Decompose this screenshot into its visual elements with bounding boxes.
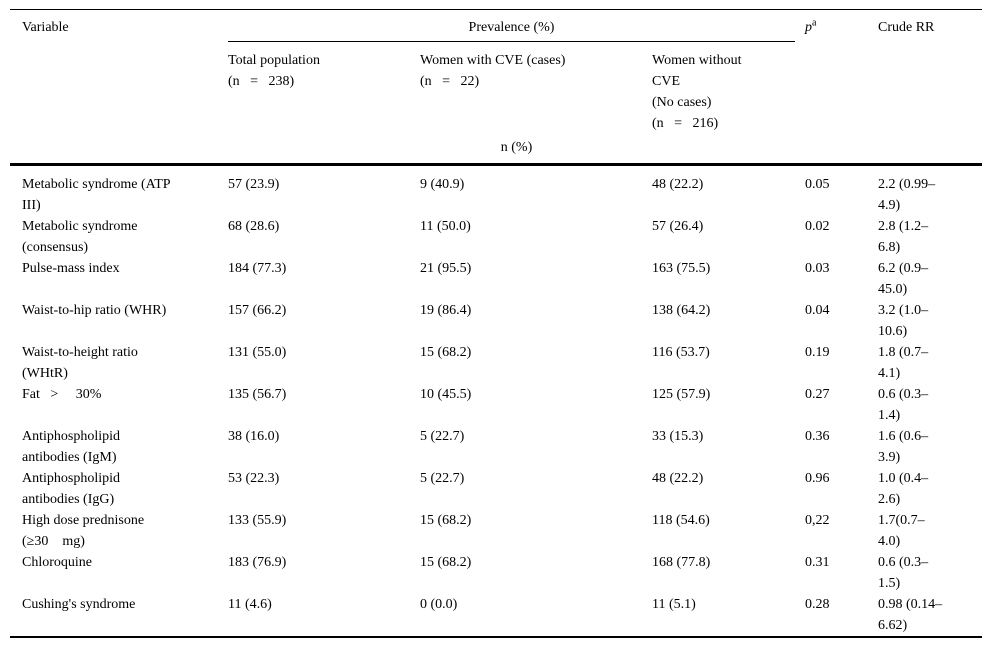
crude-rr-cell: 0.6 (0.3– 1.5) [878, 555, 929, 591]
cases-cell: 5 (22.7) [420, 429, 465, 444]
no-cases-cell: 116 (53.7) [652, 345, 710, 360]
total-cell: 11 (4.6) [228, 597, 272, 612]
crude-rr-cell: 2.8 (1.2– 6.8) [878, 219, 929, 255]
variable-cell: Metabolic syndrome (consensus) [22, 219, 138, 255]
table-row: Metabolic syndrome (ATP III) 57 (23.9) 9… [10, 165, 982, 217]
p-value-cell: 0.27 [805, 387, 830, 402]
variable-cell: Metabolic syndrome (ATP III) [22, 177, 171, 213]
cases-cell: 19 (86.4) [420, 303, 472, 318]
total-cell: 133 (55.9) [228, 513, 287, 528]
prevalence-group-label: Prevalence (%) [228, 10, 795, 42]
crude-rr-cell: 0.98 (0.14– 6.62) [878, 597, 943, 633]
no-cases-cell: 163 (75.5) [652, 261, 711, 276]
p-value-cell: 0.28 [805, 597, 830, 612]
variable-cell: Fat > 30% [22, 387, 102, 402]
table-row: High dose prednisone (≥30 mg) 133 (55.9)… [10, 510, 982, 552]
header-row-1: Variable Prevalence (%) pa Crude RR [10, 10, 982, 42]
cases-cell: 21 (95.5) [420, 261, 472, 276]
cases-cell: 15 (68.2) [420, 345, 472, 360]
variable-cell: Antiphospholipid antibodies (IgM) [22, 429, 121, 465]
total-cell: 184 (77.3) [228, 261, 287, 276]
prevalence-table: Variable Prevalence (%) pa Crude RR Tota… [10, 9, 982, 638]
variable-cell: Cushing's syndrome [22, 597, 136, 612]
cases-cell: 15 (68.2) [420, 513, 472, 528]
no-cases-cell: 138 (64.2) [652, 303, 711, 318]
column-header-p: pa [805, 10, 878, 165]
total-cell: 183 (76.9) [228, 555, 287, 570]
no-cases-cell: 168 (77.8) [652, 555, 711, 570]
total-cell: 53 (22.3) [228, 471, 280, 486]
variable-cell: High dose prednisone (≥30 mg) [22, 513, 145, 549]
total-cell: 57 (23.9) [228, 177, 280, 192]
p-value-cell: 0.31 [805, 555, 830, 570]
variable-cell: Chloroquine [22, 555, 92, 570]
table-header: Variable Prevalence (%) pa Crude RR Tota… [10, 10, 982, 165]
column-header-women-with-cve: Women with CVE (cases) (n = 22) [420, 53, 566, 89]
column-header-women-without-cve: Women without CVE (No cases) (n = 216) [652, 53, 742, 131]
total-cell: 157 (66.2) [228, 303, 287, 318]
crude-rr-cell: 1.6 (0.6– 3.9) [878, 429, 929, 465]
crude-rr-cell: 6.2 (0.9– 45.0) [878, 261, 929, 297]
column-header-crude-rr: Crude RR [878, 20, 935, 35]
table-row: Chloroquine 183 (76.9) 15 (68.2) 168 (77… [10, 552, 982, 594]
cases-cell: 9 (40.9) [420, 177, 465, 192]
crude-rr-cell: 1.0 (0.4– 2.6) [878, 471, 929, 507]
p-value-cell: 0.02 [805, 219, 830, 234]
p-label: p [805, 20, 812, 35]
no-cases-cell: 125 (57.9) [652, 387, 711, 402]
column-header-variable: Variable [22, 20, 69, 35]
p-value-cell: 0.19 [805, 345, 830, 360]
p-value-cell: 0.05 [805, 177, 830, 192]
table-row: Waist-to-hip ratio (WHR) 157 (66.2) 19 (… [10, 300, 982, 342]
table-row: Metabolic syndrome (consensus) 68 (28.6)… [10, 216, 982, 258]
crude-rr-cell: 0.6 (0.3– 1.4) [878, 387, 929, 423]
table-row: Cushing's syndrome 11 (4.6) 0 (0.0) 11 (… [10, 594, 982, 637]
cases-cell: 15 (68.2) [420, 555, 472, 570]
column-group-prevalence: Prevalence (%) [228, 10, 805, 42]
cases-cell: 5 (22.7) [420, 471, 465, 486]
variable-cell: Antiphospholipid antibodies (IgG) [22, 471, 121, 507]
no-cases-cell: 48 (22.2) [652, 471, 704, 486]
no-cases-cell: 57 (26.4) [652, 219, 704, 234]
no-cases-cell: 118 (54.6) [652, 513, 710, 528]
table-body: Metabolic syndrome (ATP III) 57 (23.9) 9… [10, 165, 982, 638]
column-header-total-population: Total population (n = 238) [228, 53, 320, 89]
no-cases-cell: 33 (15.3) [652, 429, 704, 444]
total-cell: 68 (28.6) [228, 219, 280, 234]
variable-cell: Waist-to-hip ratio (WHR) [22, 303, 167, 318]
table-row: Pulse-mass index 184 (77.3) 21 (95.5) 16… [10, 258, 982, 300]
variable-cell: Pulse-mass index [22, 261, 120, 276]
p-value-cell: 0.96 [805, 471, 830, 486]
total-cell: 131 (55.0) [228, 345, 287, 360]
no-cases-cell: 48 (22.2) [652, 177, 704, 192]
header-row-2: Total population (n = 238) Women with CV… [10, 42, 982, 134]
header-row-3: n (%) [10, 134, 982, 165]
table-row: Fat > 30% 135 (56.7) 10 (45.5) 125 (57.9… [10, 384, 982, 426]
cases-cell: 0 (0.0) [420, 597, 458, 612]
variable-cell: Waist-to-height ratio (WHtR) [22, 345, 138, 381]
p-value-cell: 0.04 [805, 303, 830, 318]
crude-rr-cell: 2.2 (0.99– 4.9) [878, 177, 936, 213]
total-cell: 38 (16.0) [228, 429, 280, 444]
crude-rr-cell: 1.7(0.7– 4.0) [878, 513, 925, 549]
crude-rr-cell: 1.8 (0.7– 4.1) [878, 345, 929, 381]
crude-rr-cell: 3.2 (1.0– 10.6) [878, 303, 929, 339]
cases-cell: 11 (50.0) [420, 219, 471, 234]
p-value-cell: 0,22 [805, 513, 830, 528]
total-cell: 135 (56.7) [228, 387, 287, 402]
cases-cell: 10 (45.5) [420, 387, 472, 402]
p-value-cell: 0.03 [805, 261, 830, 276]
table-row: Antiphospholipid antibodies (IgM) 38 (16… [10, 426, 982, 468]
unit-subheader: n (%) [500, 140, 533, 155]
p-value-cell: 0.36 [805, 429, 830, 444]
no-cases-cell: 11 (5.1) [652, 597, 696, 612]
p-footnote-marker: a [812, 17, 817, 29]
table-row: Waist-to-height ratio (WHtR) 131 (55.0) … [10, 342, 982, 384]
table-row: Antiphospholipid antibodies (IgG) 53 (22… [10, 468, 982, 510]
